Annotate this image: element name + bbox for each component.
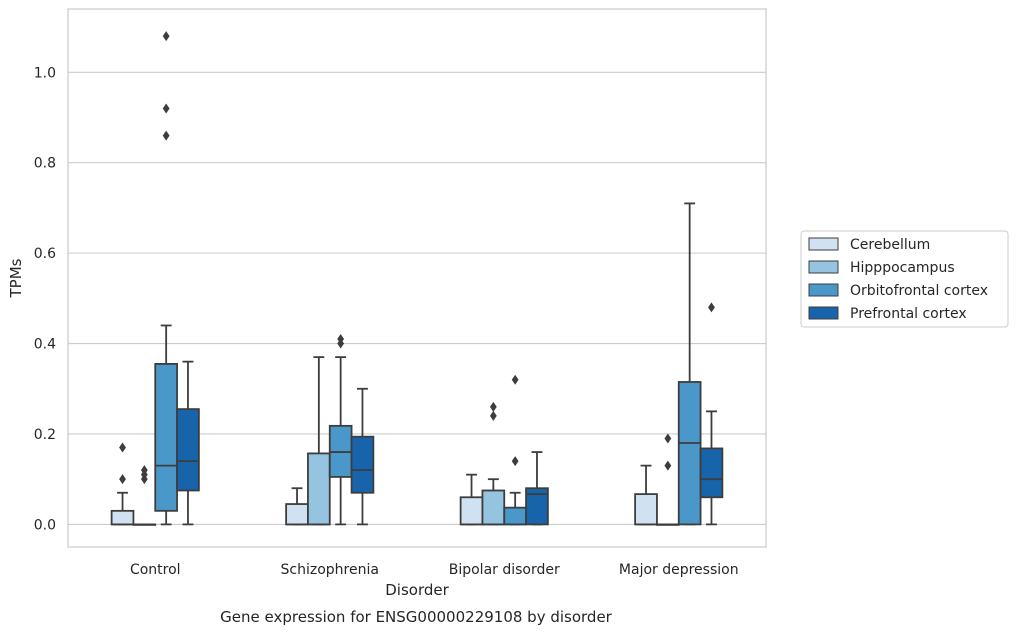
box-group <box>459 473 484 526</box>
box-group <box>110 442 135 526</box>
x-tick-label: Bipolar disorder <box>449 562 560 578</box>
y-axis-ticks: 0.0 0.2 0.4 0.6 0.8 1.0 <box>34 65 56 533</box>
box <box>307 452 331 526</box>
boxes <box>110 31 724 526</box>
box <box>285 503 309 526</box>
x-axis-label: Disorder <box>385 581 449 599</box>
box-group <box>154 31 178 526</box>
box-group <box>481 401 506 526</box>
box-group <box>176 360 200 526</box>
outlier-point <box>162 103 170 114</box>
legend: Cerebellum Hipppocampus Orbitofrontal cort… <box>800 230 1009 328</box>
y-axis-label: TPMs <box>7 258 25 298</box>
outlier-point <box>664 433 672 444</box>
box-group <box>677 202 702 526</box>
legend-swatch <box>808 306 839 320</box>
outlier-point <box>119 442 126 453</box>
box <box>699 447 724 499</box>
x-tick-label: Major depression <box>619 562 739 578</box>
box-group <box>328 334 353 526</box>
y-tick-label: 0.2 <box>34 427 56 443</box>
y-tick-label: 0.6 <box>34 246 56 262</box>
outlier-point <box>489 410 497 421</box>
y-tick-label: 0.8 <box>34 156 56 172</box>
outlier-point <box>337 334 345 345</box>
box-group <box>350 387 375 526</box>
box <box>525 487 549 526</box>
legend-label: Orbitofrontal cortex <box>850 283 988 299</box>
outlier-point <box>708 302 715 313</box>
box-group <box>525 451 549 526</box>
box-group <box>132 465 157 526</box>
box <box>634 493 658 526</box>
plot-frame <box>67 8 767 548</box>
x-axis-ticks: Control Schizophrenia Bipolar disorder Majo… <box>130 562 739 578</box>
x-tick-label: Control <box>130 562 181 578</box>
chart-caption: Gene expression for ENSG00000229108 by d… <box>220 608 613 626</box>
box <box>154 362 178 512</box>
outlier-point <box>511 456 519 467</box>
box-group <box>699 302 724 526</box>
box <box>481 489 506 526</box>
y-tick-label: 0.4 <box>34 337 56 353</box>
outlier-point <box>664 460 672 471</box>
legend-label: Cerebellum <box>850 237 930 253</box>
box <box>350 435 375 494</box>
legend-swatch <box>808 283 839 297</box>
legend-frame <box>800 230 1009 328</box>
legend-label: Hipppocampus <box>850 260 955 276</box>
box <box>459 496 484 526</box>
outlier-point <box>511 374 519 385</box>
outlier-point <box>140 465 148 476</box>
legend-label: Prefrontal cortex <box>850 306 967 322</box>
outlier-point <box>162 31 170 42</box>
box-group <box>634 464 658 526</box>
box-group <box>656 433 680 526</box>
box-group <box>503 374 527 526</box>
legend-swatch <box>808 237 839 251</box>
x-tick-label: Schizophrenia <box>281 562 379 578</box>
box <box>110 509 135 526</box>
y-tick-label: 0.0 <box>34 517 56 533</box>
outlier-point <box>162 130 170 141</box>
box-group <box>285 487 309 526</box>
box-group <box>307 356 331 526</box>
outlier-point <box>489 401 497 412</box>
legend-swatch <box>808 260 839 274</box>
y-tick-label: 1.0 <box>34 65 56 81</box>
outlier-point <box>119 474 126 485</box>
box <box>677 381 702 526</box>
box <box>176 408 200 492</box>
box <box>503 506 527 526</box>
